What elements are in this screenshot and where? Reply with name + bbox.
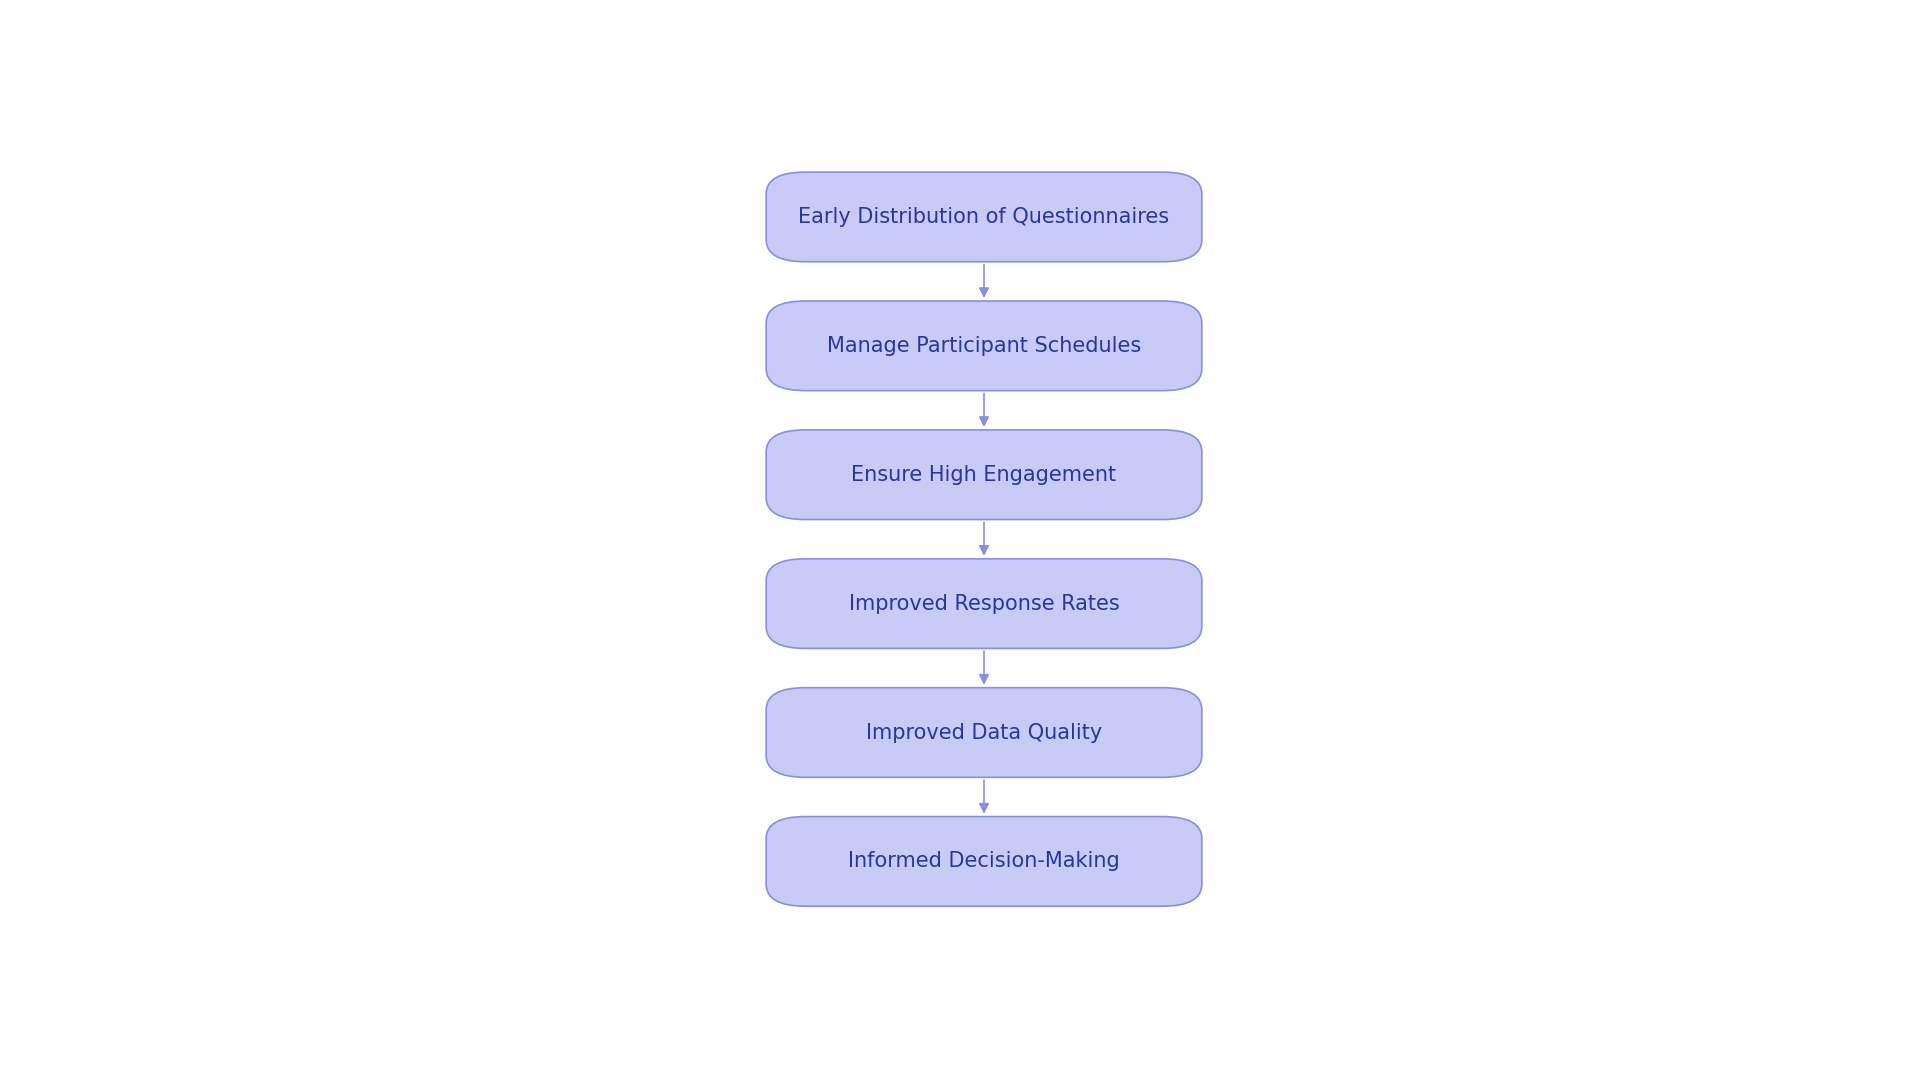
Text: Manage Participant Schedules: Manage Participant Schedules <box>828 336 1140 355</box>
Text: Ensure High Engagement: Ensure High Engagement <box>851 464 1117 485</box>
Text: Early Distribution of Questionnaires: Early Distribution of Questionnaires <box>799 207 1169 227</box>
FancyBboxPatch shape <box>766 688 1202 778</box>
FancyBboxPatch shape <box>766 301 1202 391</box>
FancyBboxPatch shape <box>766 558 1202 648</box>
FancyBboxPatch shape <box>766 430 1202 519</box>
FancyBboxPatch shape <box>766 172 1202 261</box>
Text: Informed Decision-Making: Informed Decision-Making <box>849 851 1119 872</box>
Text: Improved Data Quality: Improved Data Quality <box>866 723 1102 743</box>
FancyBboxPatch shape <box>766 816 1202 906</box>
Text: Improved Response Rates: Improved Response Rates <box>849 594 1119 613</box>
